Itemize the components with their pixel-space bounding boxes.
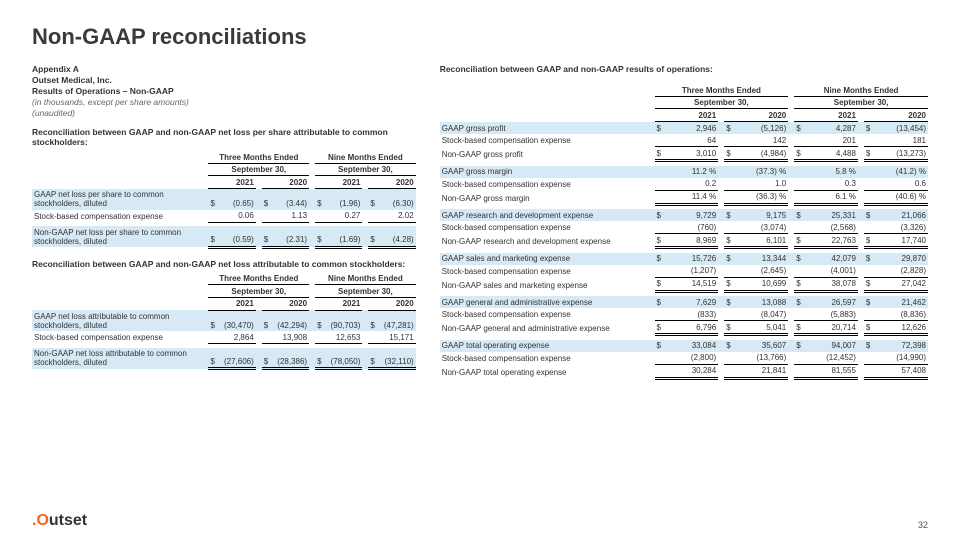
sec2-title: Reconciliation between GAAP and non-GAAP… xyxy=(32,259,416,269)
logo: .Outset xyxy=(32,512,87,530)
right-column: Reconciliation between GAAP and non-GAAP… xyxy=(440,64,928,380)
right-title: Reconciliation between GAAP and non-GAAP… xyxy=(440,64,928,74)
left-column: Appendix A Outset Medical, Inc. Results … xyxy=(32,64,416,380)
operations-table: Three Months EndedNine Months Ended Sept… xyxy=(440,84,928,380)
page-number: 32 xyxy=(918,520,928,530)
eps-table: Three Months EndedNine Months Ended Sept… xyxy=(32,151,416,249)
sec1-title: Reconciliation between GAAP and non-GAAP… xyxy=(32,127,416,147)
appendix-header: Appendix A Outset Medical, Inc. Results … xyxy=(32,64,416,119)
page-title: Non-GAAP reconciliations xyxy=(32,24,928,50)
netloss-table: Three Months EndedNine Months Ended Sept… xyxy=(32,273,416,371)
